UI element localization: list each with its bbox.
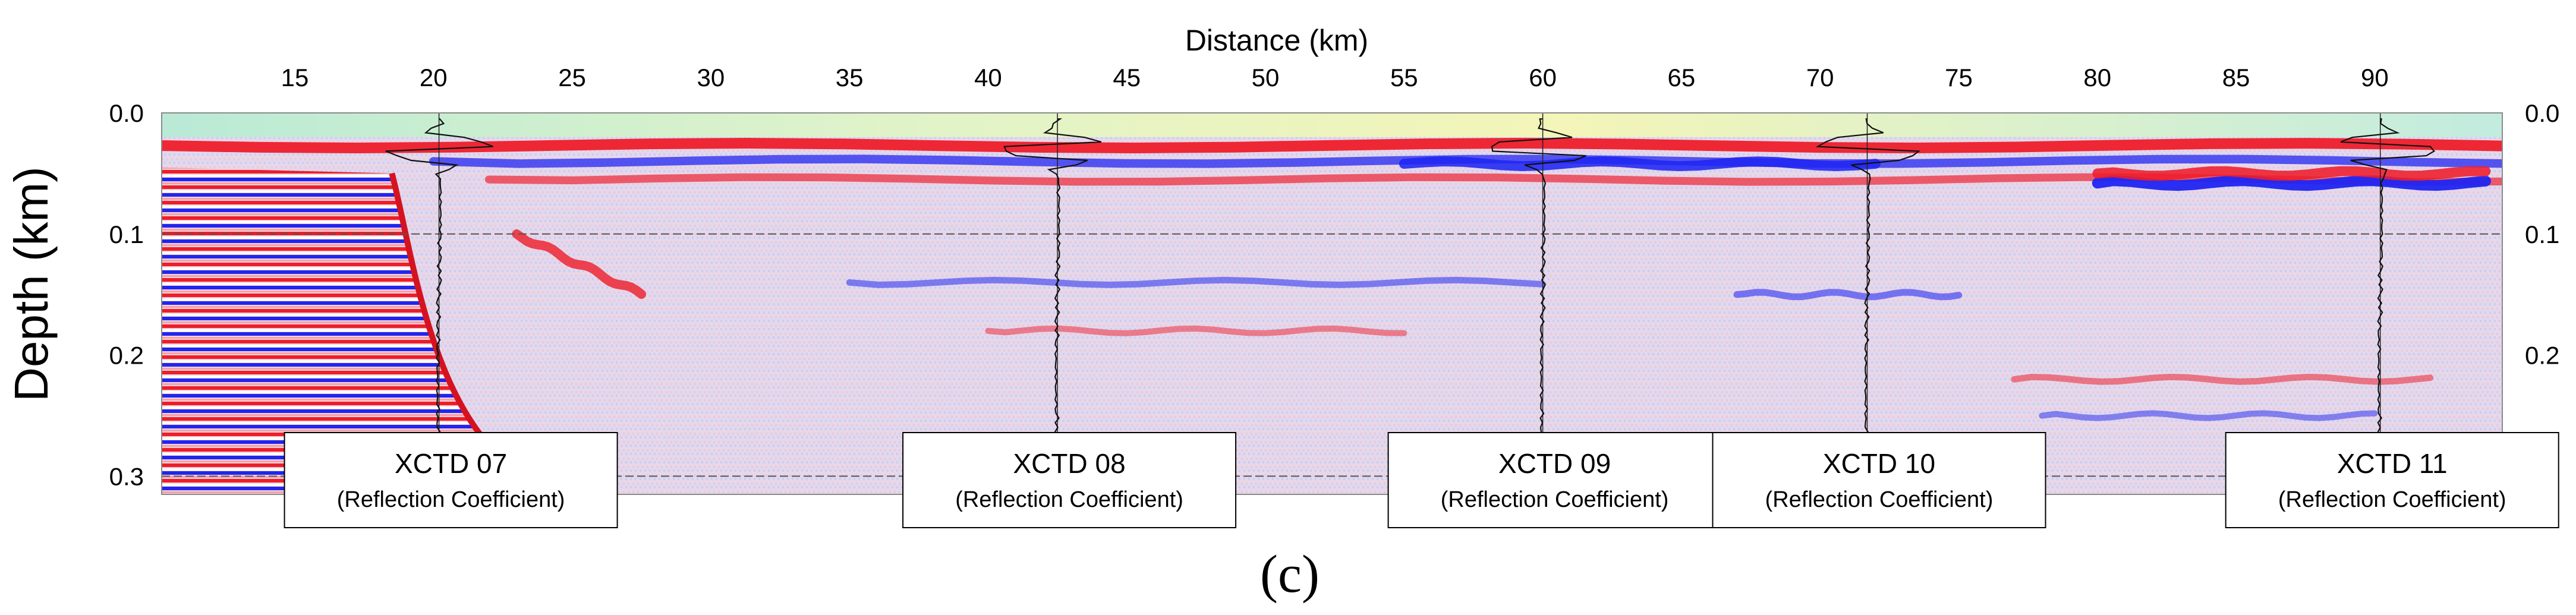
shelf-sediment-block — [162, 167, 586, 494]
panel-label: (c) — [1260, 545, 1320, 604]
reference-depth-lines — [162, 233, 2502, 477]
xctd-label-frame — [902, 432, 1237, 528]
y-tick-label: 0.2 — [2525, 342, 2559, 370]
x-tick-label: 70 — [1806, 64, 1834, 92]
xctd-reflection-trace — [1003, 118, 1102, 488]
y-tick-label: 0.1 — [2525, 220, 2559, 248]
x-tick-label: 25 — [558, 64, 586, 92]
x-tick-label: 75 — [1945, 64, 1973, 92]
y-tick-label: 0.3 — [109, 462, 144, 490]
reflector-3 — [1399, 156, 1881, 172]
reflector-9 — [1733, 289, 1963, 301]
x-tick-label: 40 — [974, 64, 1002, 92]
y-tick-label: 0.0 — [2525, 99, 2559, 127]
x-tick-labels: 15 20 25 30 35 40 45 50 55 60 65 70 75 80 85 90 — [281, 64, 2389, 92]
xctd-name: XCTD 08 — [1013, 448, 1125, 479]
xctd-name: XCTD 09 — [1498, 448, 1611, 479]
x-tick-label: 50 — [1252, 64, 1280, 92]
water-column-band — [162, 113, 2502, 137]
xctd-reflection-trace — [1815, 118, 1921, 488]
reflector-11 — [2039, 410, 2378, 421]
x-tick-label: 85 — [2222, 64, 2250, 92]
xctd-name: XCTD 11 — [2337, 448, 2448, 479]
xctd-label-frame — [284, 432, 618, 528]
x-tick-label: 55 — [1390, 64, 1418, 92]
reflector-layers — [162, 137, 2502, 421]
x-axis-label: Distance (km) — [1185, 24, 1368, 57]
xctd-subtitle: (Reflection Coefficient) — [1441, 487, 1669, 512]
y-axis-title: Depth (km) — [5, 166, 58, 402]
x-tick-label: 80 — [2083, 64, 2111, 92]
xctd-label-frame — [1387, 432, 1722, 528]
x-tick-label: 30 — [697, 64, 725, 92]
xctd-reflection-trace — [385, 118, 493, 488]
xctd-label-box: XCTD 09 (Reflection Coefficient) — [1387, 432, 1722, 528]
reflector-4 — [2092, 175, 2491, 191]
xctd-name: XCTD 07 — [395, 448, 507, 479]
xctd-label-frame — [1712, 432, 2046, 528]
y-tick-labels-left: 0.0 0.1 0.2 0.3 — [109, 99, 144, 490]
plot-frame — [161, 112, 2503, 495]
reflector-7 — [846, 276, 1546, 288]
xctd-subtitle: (Reflection Coefficient) — [955, 487, 1183, 512]
xctd-subtitle: (Reflection Coefficient) — [1765, 487, 1994, 512]
x-tick-label: 60 — [1529, 64, 1557, 92]
y-tick-label: 0.1 — [109, 220, 144, 248]
xctd-name: XCTD 10 — [1823, 448, 1935, 479]
xctd-subtitle: (Reflection Coefficient) — [2278, 487, 2506, 512]
reflector-10 — [2011, 373, 2434, 385]
xctd-label-frame — [2225, 432, 2559, 528]
x-tick-label: 45 — [1113, 64, 1141, 92]
xctd-reflection-trace — [2340, 118, 2435, 488]
y-tick-label: 0.0 — [109, 99, 144, 127]
reflector-6 — [512, 229, 646, 299]
xctd-label-box: XCTD 10 (Reflection Coefficient) — [1712, 432, 2046, 528]
xctd-subtitle: (Reflection Coefficient) — [337, 487, 565, 512]
x-tick-label: 20 — [420, 64, 448, 92]
y-axis-label: Depth (km) — [5, 166, 58, 402]
xctd-label-box: XCTD 11 (Reflection Coefficient) — [2225, 432, 2559, 528]
xctd-labels: XCTD 07 (Reflection Coefficient) XCTD 08 (R… — [284, 432, 2559, 528]
x-tick-label: 90 — [2361, 64, 2389, 92]
x-tick-label: 15 — [281, 64, 309, 92]
xctd-profile-traces — [385, 113, 2435, 494]
reflector-5 — [2092, 166, 2491, 181]
xctd-label-box: XCTD 07 (Reflection Coefficient) — [284, 432, 618, 528]
xctd-label-box: XCTD 08 (Reflection Coefficient) — [902, 432, 1237, 528]
x-tick-label: 35 — [836, 64, 864, 92]
y-tick-label: 0.2 — [109, 342, 144, 370]
reflector-0 — [162, 137, 2502, 154]
xctd-reflection-trace — [1491, 118, 1586, 488]
y-tick-labels-right: 0.00.10.20.3 — [2525, 99, 2559, 490]
x-tick-label: 65 — [1668, 64, 1696, 92]
